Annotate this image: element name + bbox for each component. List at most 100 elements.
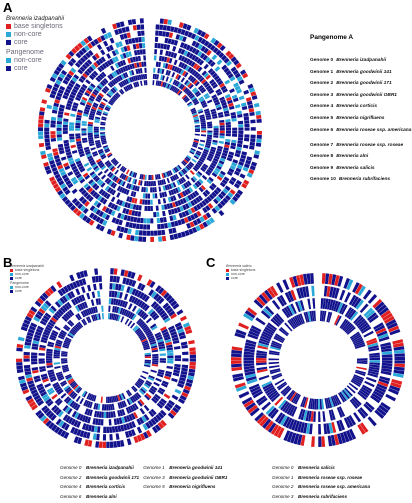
ring-segment: [134, 172, 138, 178]
ring-segment: [175, 67, 180, 73]
ring-segment: [151, 385, 158, 391]
ring-segment: [139, 335, 146, 340]
ring-segment: [291, 406, 298, 417]
ring-segment: [138, 321, 145, 327]
ring-segment: [165, 294, 173, 302]
ring-segment: [100, 133, 106, 136]
ring-segment: [181, 211, 187, 218]
ring-segment: [61, 174, 68, 180]
ring-segment: [115, 298, 119, 306]
ring-segment: [285, 417, 293, 429]
ring-segment: [189, 350, 196, 355]
ring-segment: [377, 380, 389, 388]
ring-segment: [111, 87, 117, 93]
ring-segment: [219, 122, 225, 126]
ring-segment: [219, 82, 225, 88]
ring-segment: [98, 275, 102, 283]
ring-segment: [81, 319, 86, 326]
ring-segment: [101, 89, 107, 94]
ring-segment: [255, 110, 261, 116]
ring-segment: [198, 110, 204, 114]
ring-segment: [157, 180, 161, 186]
ring-segment: [192, 97, 198, 103]
ring-segment: [145, 317, 152, 324]
ring-segment: [205, 142, 211, 147]
ring-segment: [125, 278, 130, 285]
ring-segment: [165, 31, 170, 38]
ring-segment: [29, 386, 37, 392]
ring-segment: [198, 223, 205, 230]
ring-segment: [232, 376, 244, 382]
ring-segment: [370, 395, 381, 404]
ring-segment: [150, 418, 157, 426]
ring-segment: [114, 395, 118, 403]
ring-segment: [44, 87, 51, 93]
ring-segment: [218, 52, 225, 59]
ring-segment: [117, 307, 122, 314]
ring-segment: [223, 67, 230, 73]
ring-segment: [205, 170, 211, 176]
ring-segment: [27, 398, 35, 405]
ring-segment: [16, 343, 24, 349]
ring-segment: [140, 180, 143, 186]
ring-segment: [57, 110, 64, 115]
ring-segment: [340, 432, 347, 444]
ring-segment: [72, 393, 78, 400]
ring-segment: [243, 163, 250, 169]
ring-segment: [238, 391, 250, 399]
ring-segment: [103, 192, 109, 198]
ring-segment: [208, 166, 214, 172]
ring-segment: [129, 396, 135, 404]
ring-segment: [52, 183, 60, 189]
ring-segment: [146, 224, 150, 230]
ring-segment: [47, 369, 54, 373]
ring-segment: [110, 65, 115, 71]
ring-segment: [198, 158, 205, 163]
swatch-singletons: [10, 268, 13, 272]
ring-segment: [261, 401, 272, 411]
genome-list-item: Genome 4 Brenneria corticis: [310, 104, 377, 110]
ring-segment: [235, 179, 242, 186]
ring-segment: [326, 298, 332, 310]
ring-segment: [57, 308, 65, 315]
ring-segment: [59, 306, 66, 314]
ring-segment: [169, 215, 174, 222]
ring-segment: [228, 102, 234, 107]
ring-segment: [215, 77, 222, 83]
ring-segment: [183, 57, 188, 63]
ring-segment: [189, 150, 195, 155]
ring-segment: [268, 358, 280, 361]
ring-segment: [353, 297, 362, 309]
ring-segment: [346, 326, 356, 335]
ring-segment: [128, 84, 132, 90]
ring-segment: [89, 159, 95, 164]
ring-segment: [85, 316, 91, 324]
ring-segment: [200, 100, 206, 105]
ring-segment: [219, 130, 225, 134]
ring-segment: [97, 108, 103, 113]
ring-segment: [114, 291, 118, 298]
ring-segment: [389, 385, 401, 392]
ring-segment: [176, 180, 181, 186]
ring-segment: [66, 301, 72, 309]
ring-segment: [107, 31, 113, 38]
ring-segment: [238, 127, 244, 131]
ring-segment: [349, 331, 360, 339]
ring-segment: [89, 394, 94, 401]
ring-segment: [210, 37, 217, 44]
ring-segment: [134, 81, 138, 88]
ring-segment: [187, 215, 193, 222]
ring-segment: [323, 310, 327, 322]
ring-segment: [111, 79, 116, 86]
ring-segment: [189, 68, 195, 74]
ring-segment: [140, 284, 146, 292]
ring-segment: [27, 328, 35, 334]
ring-segment: [151, 426, 159, 434]
ring-segment: [149, 339, 156, 344]
ring-segment: [142, 314, 149, 321]
ring-segment: [212, 139, 218, 143]
ring-segment: [127, 58, 131, 64]
ring-segment: [73, 403, 79, 410]
ring-segment: [112, 275, 117, 283]
